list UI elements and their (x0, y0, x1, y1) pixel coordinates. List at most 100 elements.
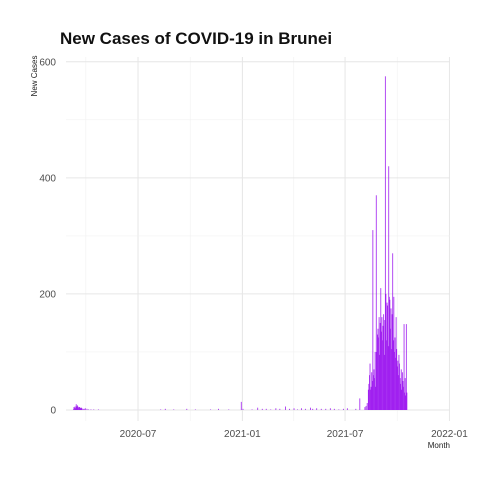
bar (76, 405, 78, 410)
bar (160, 409, 162, 410)
bar (379, 322, 381, 410)
bar (275, 408, 277, 410)
bar (279, 408, 281, 410)
bar (83, 408, 85, 410)
bar (382, 325, 384, 410)
bar (210, 409, 212, 410)
bar (375, 195, 377, 410)
bar (373, 369, 375, 410)
bar (367, 389, 369, 410)
bar (396, 366, 398, 410)
y-tick-label: 600 (39, 57, 56, 68)
bar (320, 408, 322, 410)
bar (164, 408, 166, 410)
bar (401, 372, 403, 410)
bar (384, 320, 386, 410)
bar (375, 386, 377, 410)
bar (399, 378, 401, 410)
bar (391, 314, 393, 410)
bar (194, 409, 196, 410)
bar (385, 293, 387, 410)
bar (376, 351, 378, 410)
bar (73, 407, 75, 410)
bar (76, 406, 78, 410)
bar (388, 296, 390, 410)
bar (391, 349, 392, 410)
bar (406, 392, 408, 410)
bar (293, 408, 295, 410)
bar (261, 408, 263, 410)
bar (333, 408, 335, 410)
bar (316, 408, 318, 410)
bar (285, 406, 286, 410)
bar (397, 375, 399, 410)
bar (394, 351, 395, 410)
bar (384, 76, 386, 411)
bar (173, 409, 175, 410)
bar (390, 328, 391, 410)
bar (383, 314, 385, 410)
y-tick-label: 200 (39, 289, 56, 300)
bar (369, 363, 371, 410)
bar (388, 166, 390, 410)
bar (376, 334, 378, 410)
y-tick-label: 0 (50, 406, 56, 417)
bar (371, 372, 373, 410)
bar (402, 380, 404, 410)
bar (404, 378, 406, 410)
bar (81, 408, 83, 410)
bar (369, 375, 370, 410)
bar (390, 308, 392, 410)
bar (78, 407, 80, 410)
bar (397, 360, 399, 410)
bar (389, 299, 391, 410)
bar (378, 317, 380, 410)
bar (297, 409, 298, 410)
x-tick-label: 2020-07 (120, 429, 157, 440)
bar (80, 407, 82, 410)
bar (399, 363, 400, 410)
bar (395, 317, 397, 410)
bar (186, 408, 188, 410)
bar (395, 357, 396, 410)
bar (372, 230, 374, 410)
bar (392, 253, 394, 410)
bar (257, 407, 259, 410)
bar (400, 383, 402, 410)
bar (370, 389, 371, 410)
bar (82, 408, 84, 410)
x-tick-labels: 2020-07 2021-01 2021-07 2022-01 (120, 429, 469, 440)
bar (304, 408, 306, 410)
bar (380, 288, 382, 410)
bar (387, 346, 389, 410)
bar (393, 296, 395, 410)
bar (78, 407, 79, 410)
bar (396, 349, 398, 410)
bars-group (72, 76, 408, 411)
bar (379, 354, 381, 410)
bar (88, 409, 90, 410)
bar (383, 354, 385, 410)
bar (374, 378, 375, 410)
y-tick-label: 400 (39, 173, 56, 184)
bar (342, 408, 344, 410)
bar (265, 408, 267, 410)
bar (394, 337, 396, 410)
x-axis-label: Month (428, 441, 450, 450)
bar (365, 405, 367, 410)
bar (405, 395, 407, 410)
bar (240, 401, 242, 410)
bar (72, 409, 74, 410)
bar (401, 389, 403, 410)
bar (374, 351, 376, 410)
chart-title: New Cases of COVID-19 in Brunei (60, 29, 332, 48)
bar (371, 380, 373, 410)
bar (400, 369, 402, 410)
bar (79, 407, 81, 410)
bar (366, 403, 368, 410)
bar (74, 406, 76, 410)
bar (370, 386, 372, 410)
bar (75, 404, 77, 410)
bar (97, 409, 99, 410)
bar (377, 328, 379, 410)
